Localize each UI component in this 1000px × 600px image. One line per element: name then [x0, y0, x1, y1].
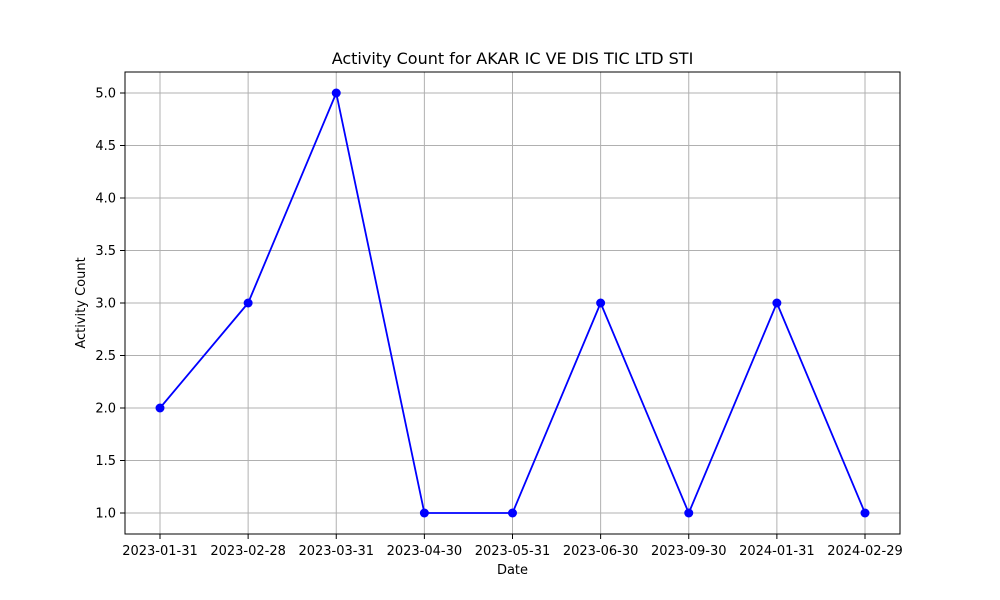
x-tick-label: 2023-01-31 — [122, 544, 198, 559]
data-point — [860, 508, 870, 518]
series — [155, 88, 870, 518]
y-tick-label: 5.0 — [95, 87, 116, 102]
x-tick-label: 2024-01-31 — [739, 544, 815, 559]
data-point — [243, 298, 253, 308]
x-tick-label: 2023-03-31 — [298, 544, 374, 559]
data-point — [331, 88, 341, 98]
x-axis-label: Date — [497, 563, 528, 578]
y-tick-label: 3.0 — [95, 297, 116, 312]
y-tick-label: 3.5 — [95, 244, 116, 259]
grid — [125, 72, 900, 534]
data-point — [684, 508, 694, 518]
x-tick-label: 2024-02-29 — [827, 544, 903, 559]
data-point — [596, 298, 606, 308]
chart-title: Activity Count for AKAR IC VE DIS TIC LT… — [332, 49, 694, 68]
x-tick-label: 2023-04-30 — [387, 544, 463, 559]
data-point — [419, 508, 429, 518]
y-tick-label: 2.0 — [95, 402, 116, 417]
y-axis-label: Activity Count — [74, 257, 89, 348]
y-tick-label: 1.5 — [95, 454, 116, 469]
x-tick-label: 2023-09-30 — [651, 544, 727, 559]
data-point — [155, 403, 165, 413]
y-tick-label: 2.5 — [95, 349, 116, 364]
y-tick-label: 4.0 — [95, 192, 116, 207]
data-point — [508, 508, 517, 518]
x-tick-label: 2023-06-30 — [563, 544, 639, 559]
data-point — [772, 298, 782, 308]
x-tick-label: 2023-02-28 — [210, 544, 286, 559]
y-tick-label: 1.0 — [95, 507, 116, 522]
x-tick-label: 2023-05-31 — [475, 544, 551, 559]
y-tick-label: 4.5 — [95, 139, 116, 154]
axis-ticks: 2023-01-31 2023-02-28 2023-03-31 2023-04-30… — [95, 87, 902, 560]
